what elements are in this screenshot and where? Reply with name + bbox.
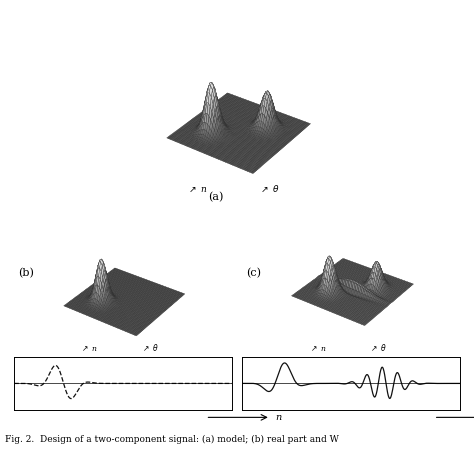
Text: Fig. 2.  Design of a two-component signal: (a) model; (b) real part and W: Fig. 2. Design of a two-component signal… xyxy=(5,434,338,444)
Text: $\nearrow$ n: $\nearrow$ n xyxy=(81,344,99,353)
Text: $\nearrow$ n: $\nearrow$ n xyxy=(309,344,327,353)
Text: $\nearrow$ $\theta$: $\nearrow$ $\theta$ xyxy=(369,342,388,353)
Text: (b): (b) xyxy=(18,269,34,279)
Text: $\nearrow$ $\theta$: $\nearrow$ $\theta$ xyxy=(259,184,280,194)
Text: n: n xyxy=(275,413,281,422)
Text: $\nearrow$ $\theta$: $\nearrow$ $\theta$ xyxy=(141,342,159,353)
Text: (a): (a) xyxy=(208,192,223,203)
Text: (c): (c) xyxy=(246,269,261,279)
Text: $\nearrow$ n: $\nearrow$ n xyxy=(187,184,208,194)
